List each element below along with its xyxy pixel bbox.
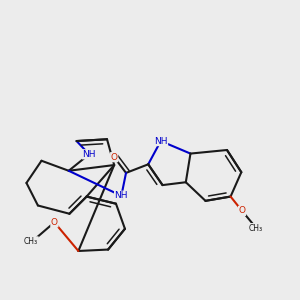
Text: O: O (111, 153, 118, 162)
Text: O: O (238, 206, 245, 215)
Text: O: O (51, 218, 58, 227)
Text: CH₃: CH₃ (249, 224, 263, 232)
Text: CH₃: CH₃ (24, 237, 38, 246)
Text: NH: NH (154, 136, 167, 146)
Text: NH: NH (115, 191, 128, 200)
Text: NH: NH (82, 150, 96, 159)
